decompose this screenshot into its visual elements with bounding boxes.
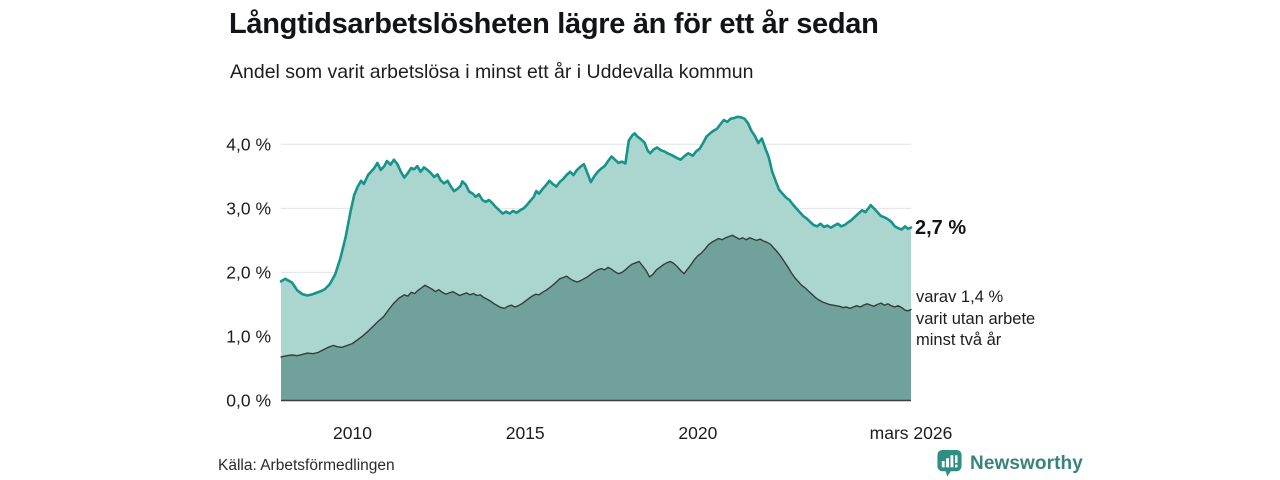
x-tick-label: 2020 <box>678 423 717 443</box>
area-two-year <box>281 235 911 401</box>
end-label-two-year-line1: varav 1,4 % <box>916 288 1004 306</box>
y-tick-label: 1,0 % <box>226 326 271 346</box>
page-title: Långtidsarbetslösheten lägre än för ett … <box>229 8 879 40</box>
line-total <box>279 115 913 297</box>
line-two-year <box>280 234 912 358</box>
x-tick-label: mars 2026 <box>870 423 953 443</box>
logo-exclamation-stem <box>954 455 958 464</box>
logo-bar-1 <box>941 461 945 468</box>
brand-lockup: Newsworthy <box>936 449 1083 478</box>
logo-exclamation-dot <box>954 464 958 468</box>
end-label-two-year-line2: varit utan arbete <box>916 309 1036 328</box>
x-tick-label: 2015 <box>506 423 545 443</box>
end-label-two-year: varav 1,4 % varit utan arbete minst två … <box>916 287 1035 352</box>
brand-name: Newsworthy <box>970 452 1083 474</box>
end-label-two-year-line3: minst två år <box>916 331 1002 349</box>
source-note: Källa: Arbetsförmedlingen <box>218 457 395 474</box>
y-tick-label: 2,0 % <box>226 262 271 282</box>
logo-bar-2 <box>946 458 950 468</box>
y-tick-label: 3,0 % <box>226 198 271 218</box>
y-tick-label: 0,0 % <box>226 391 271 411</box>
end-label-total: 2,7 % <box>915 217 967 239</box>
logo-bubble-shape <box>937 450 962 477</box>
logo-bar-3 <box>950 455 954 468</box>
chart-subtitle: Andel som varit arbetslösa i minst ett å… <box>230 61 754 83</box>
newsworthy-logo-icon <box>937 450 962 477</box>
y-tick-label: 4,0 % <box>226 134 271 154</box>
x-tick-label: 2010 <box>333 423 372 443</box>
